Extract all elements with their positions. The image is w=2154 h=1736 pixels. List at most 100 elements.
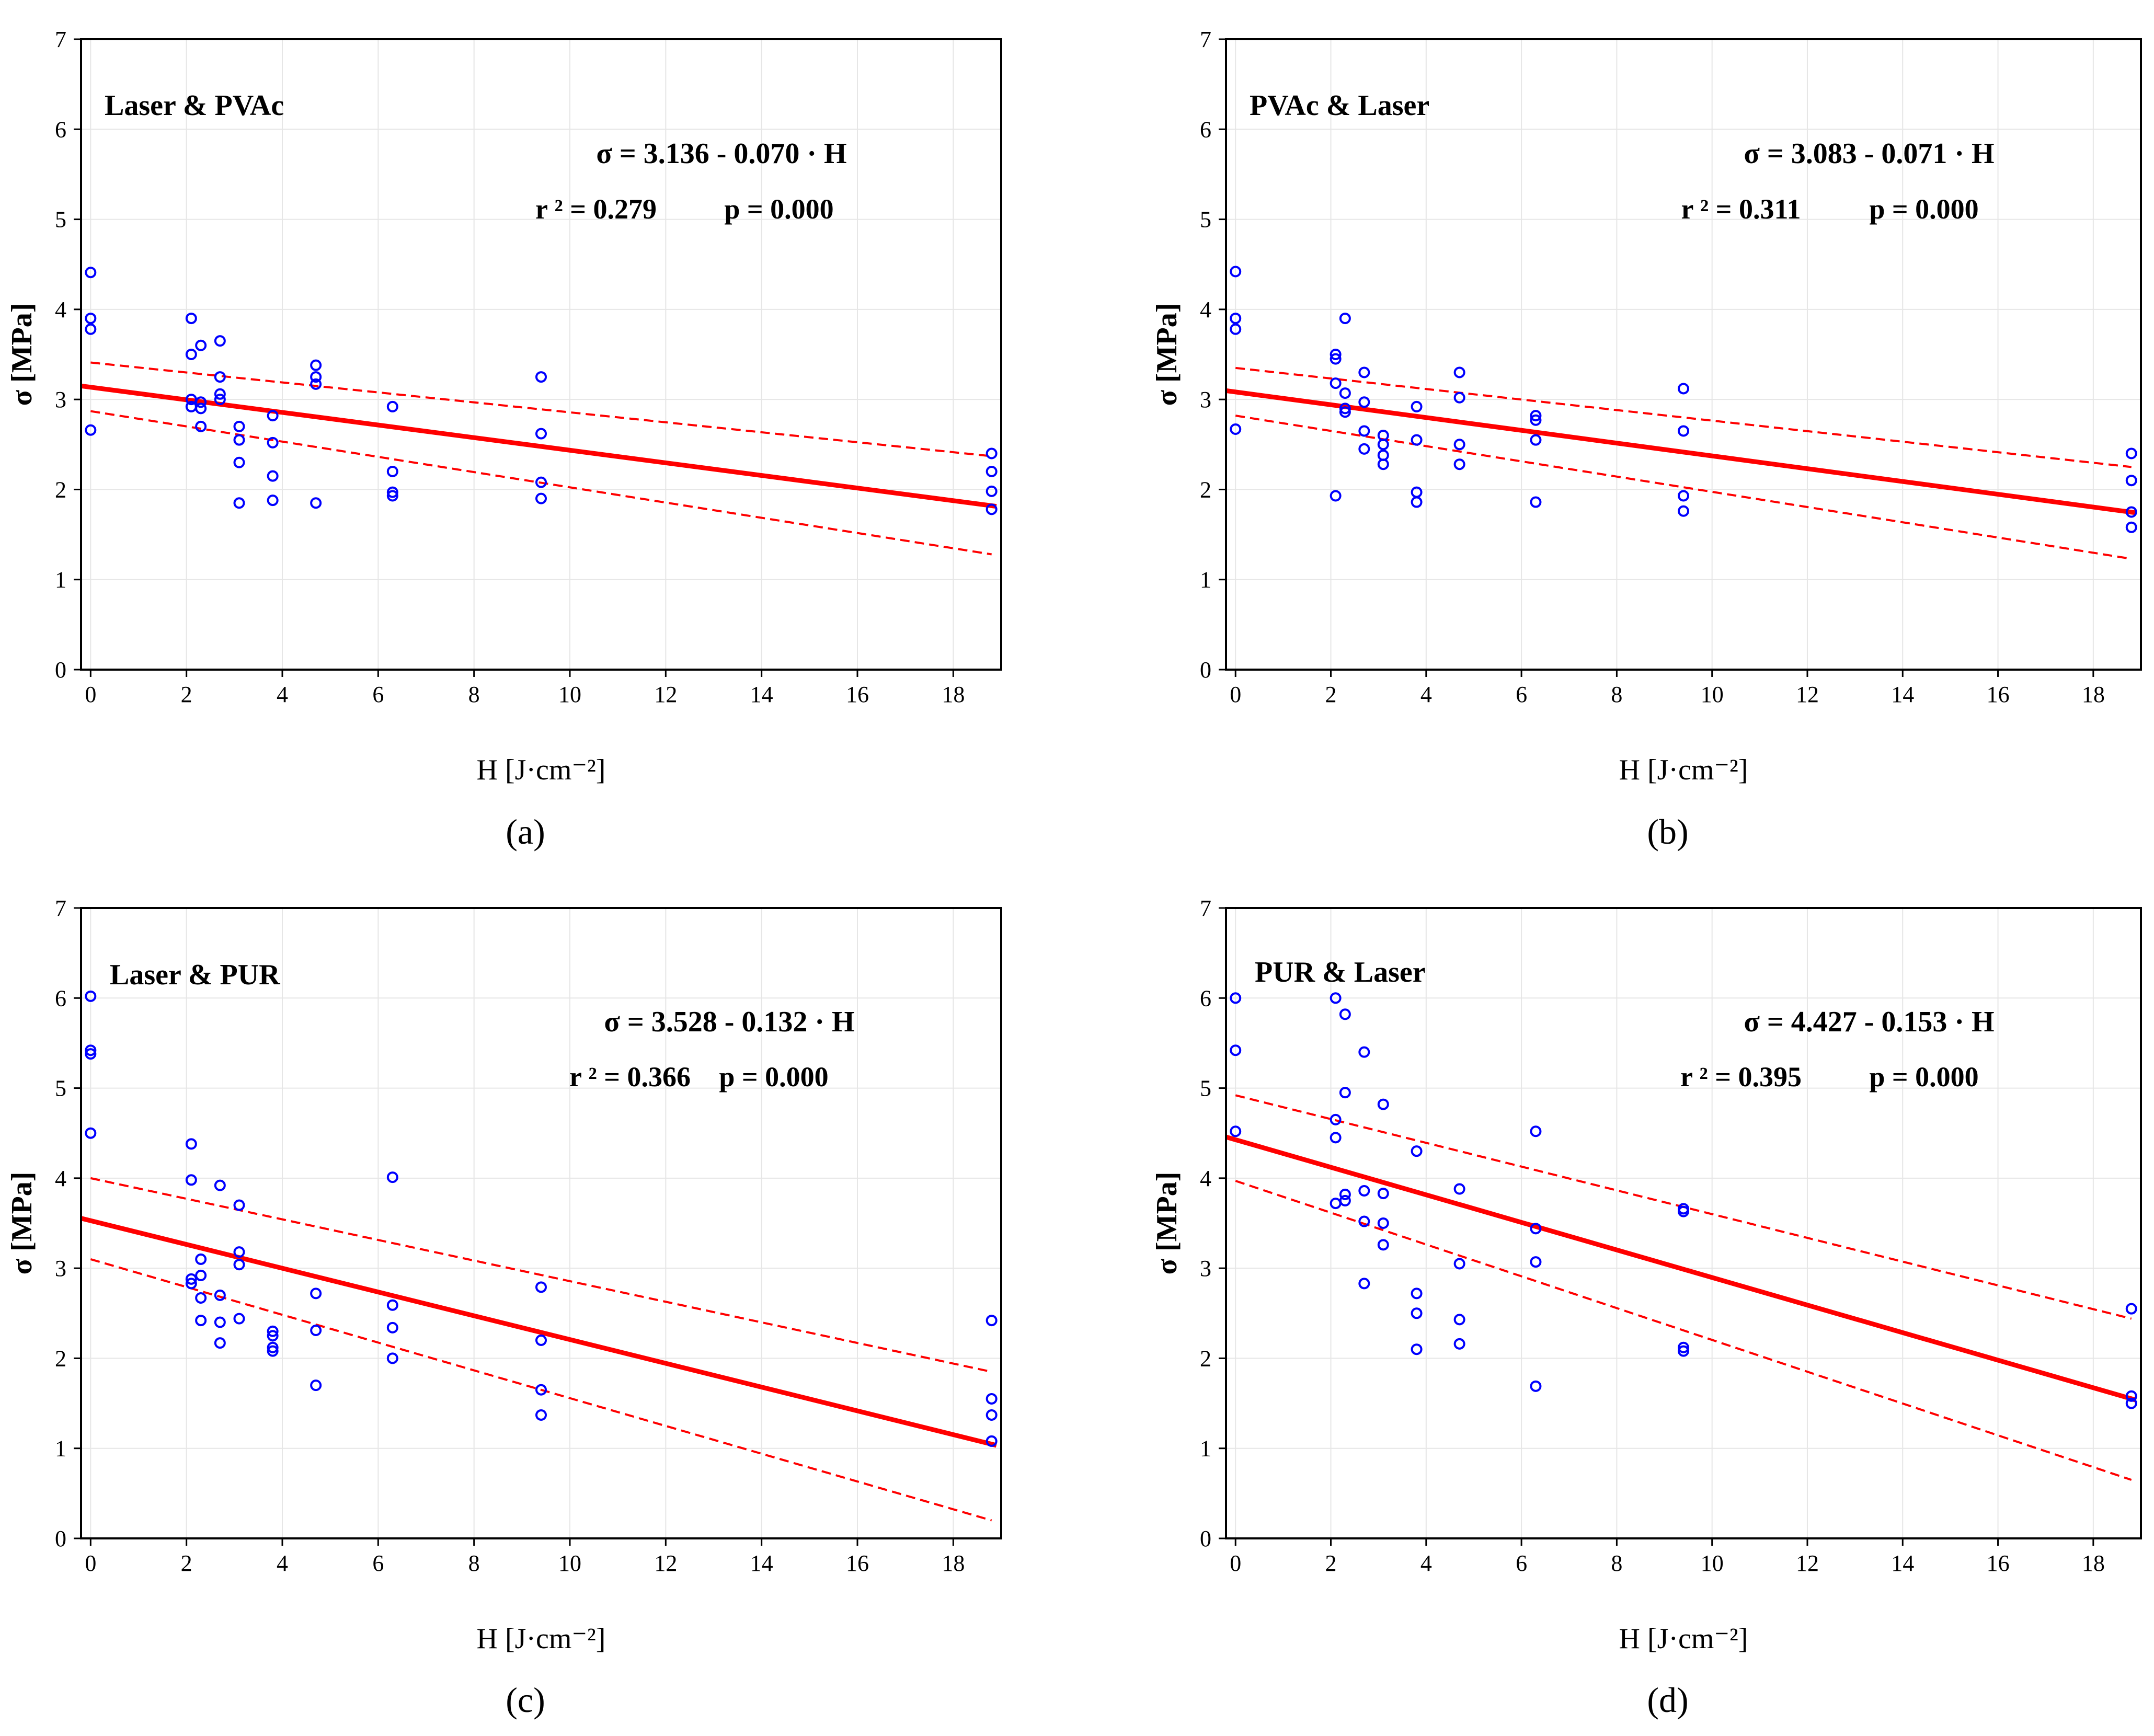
r-squared-value: r ² = 0.311	[1681, 193, 1801, 225]
y-tick-label: 3	[1200, 387, 1211, 412]
data-point	[986, 503, 998, 515]
y-tick-label: 5	[55, 1076, 66, 1101]
data-point	[386, 400, 398, 412]
regression-line	[80, 1216, 997, 1448]
data-point	[1377, 458, 1389, 470]
data-point	[1358, 1215, 1370, 1227]
data-point	[1358, 396, 1370, 408]
y-tick-label: 0	[1200, 657, 1211, 683]
x-tick-label: 6	[372, 682, 384, 707]
x-tick-label: 2	[1325, 682, 1337, 707]
data-point	[233, 420, 245, 432]
y-tick-label: 4	[1200, 297, 1211, 323]
data-point	[195, 1315, 207, 1327]
y-tick-label: 6	[55, 117, 66, 142]
data-point	[1339, 406, 1351, 418]
data-point	[233, 1313, 245, 1325]
data-point	[2125, 1303, 2137, 1315]
data-point	[85, 313, 97, 325]
data-point	[986, 1315, 998, 1327]
data-point	[214, 394, 226, 406]
data-point	[1330, 377, 1342, 389]
data-point	[1339, 403, 1351, 415]
x-tick-label: 10	[1701, 1550, 1724, 1576]
data-point	[1530, 434, 1542, 446]
data-point	[267, 1345, 279, 1357]
data-point	[233, 434, 245, 446]
data-point	[214, 388, 226, 400]
data-point	[1453, 1338, 1465, 1350]
y-axis-label: σ [MPa]	[6, 1172, 38, 1275]
data-point	[185, 1273, 197, 1285]
data-point	[185, 313, 197, 325]
data-point	[214, 335, 226, 347]
data-point	[1358, 1185, 1370, 1197]
subfigure-caption: (d)	[1647, 1680, 1688, 1720]
confidence-band-lower	[1235, 1180, 2132, 1481]
p-value: p = 0.000	[1869, 1061, 1978, 1093]
y-axis-label: σ [MPa]	[1151, 303, 1183, 406]
data-point	[214, 1179, 226, 1191]
x-tick-label: 12	[1796, 682, 1819, 707]
data-point	[1530, 1125, 1542, 1137]
data-point	[195, 1253, 207, 1265]
y-tick-label: 4	[55, 1166, 66, 1191]
x-tick-label: 12	[1796, 1550, 1819, 1576]
confidence-band-upper	[1235, 366, 2132, 468]
data-point	[1453, 392, 1465, 404]
data-point	[386, 1299, 398, 1311]
data-point	[1678, 1341, 1689, 1353]
data-point	[1339, 1087, 1351, 1099]
x-axis-label: H [J·cm⁻²]	[1619, 754, 1748, 786]
data-point	[986, 447, 998, 459]
x-tick-label: 4	[1420, 682, 1432, 707]
r-squared-value: r ² = 0.395	[1680, 1061, 1802, 1093]
regression-line	[1225, 388, 2137, 515]
data-point	[1530, 1380, 1542, 1392]
x-tick-label: 12	[654, 682, 677, 707]
data-point	[1411, 1287, 1423, 1300]
y-tick-label: 6	[1200, 117, 1211, 142]
data-point	[1230, 1044, 1242, 1056]
y-tick-label: 1	[1200, 1436, 1211, 1462]
x-tick-label: 18	[942, 682, 965, 707]
data-point	[2125, 1397, 2137, 1409]
data-point	[2125, 475, 2137, 487]
data-point	[1230, 313, 1242, 325]
plot-frame	[80, 907, 1002, 1539]
data-point	[1377, 1239, 1389, 1251]
y-tick-label: 1	[1200, 567, 1211, 593]
y-tick-label: 7	[1200, 27, 1211, 52]
data-point	[1530, 1223, 1542, 1235]
subfigure-caption: (b)	[1647, 812, 1688, 852]
plot-frame	[80, 38, 1002, 671]
data-point	[233, 1199, 245, 1211]
y-tick-label: 6	[1200, 985, 1211, 1011]
data-point	[85, 323, 97, 335]
x-tick-label: 16	[1987, 1550, 2010, 1576]
data-point	[1230, 423, 1242, 435]
p-value: p = 0.000	[719, 1061, 828, 1093]
y-tick-label: 7	[55, 895, 66, 921]
y-tick-label: 0	[1200, 1526, 1211, 1551]
x-tick-label: 6	[1516, 682, 1527, 707]
data-point	[1358, 425, 1370, 437]
x-tick-label: 16	[1987, 682, 2010, 707]
data-point	[1358, 443, 1370, 455]
x-tick-label: 14	[750, 1550, 773, 1576]
data-point	[310, 371, 322, 383]
x-tick-label: 18	[942, 1550, 965, 1576]
data-point	[195, 1269, 207, 1281]
y-tick-label: 6	[55, 985, 66, 1011]
p-value: p = 0.000	[1869, 193, 1978, 225]
data-point	[1411, 486, 1423, 498]
panel-title: PVAc & Laser	[1250, 89, 1429, 122]
x-tick-label: 8	[468, 682, 480, 707]
y-tick-label: 2	[55, 477, 66, 502]
data-point	[85, 990, 97, 1002]
x-tick-label: 10	[558, 682, 581, 707]
data-point	[267, 470, 279, 482]
